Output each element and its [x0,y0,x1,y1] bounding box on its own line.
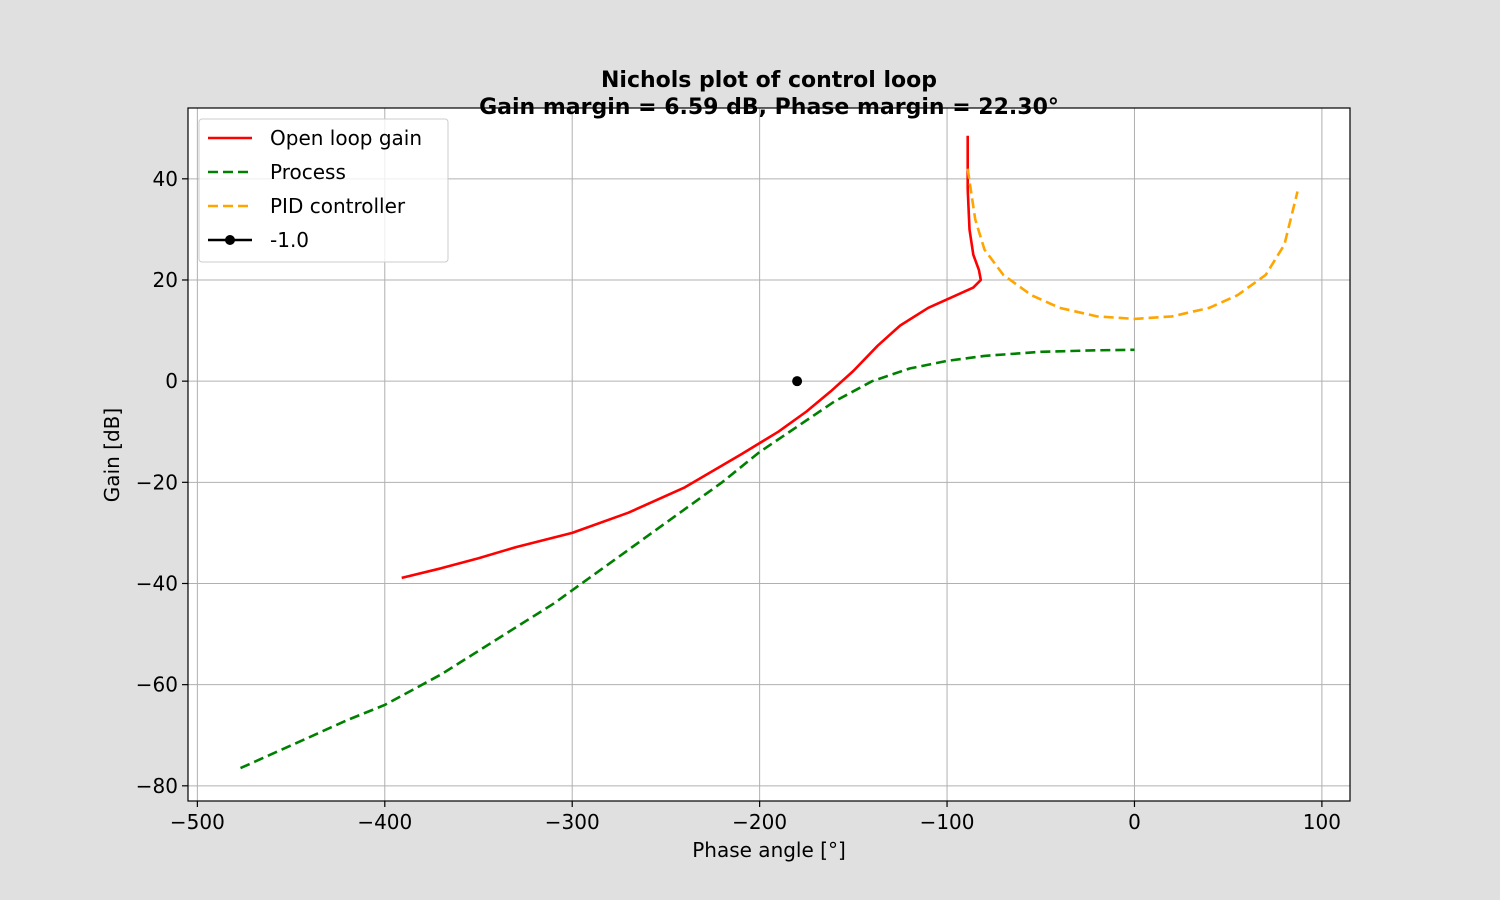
y-tick-label: −20 [136,470,178,494]
series-layer [239,135,1299,770]
y-tick-label: −80 [136,774,178,798]
legend-box [198,118,449,263]
ticks: −500 −400 −300 −200 −100 0 100−80−60−40−200204… [136,167,1341,834]
x-tick-label: −500 [170,810,225,834]
y-tick-label: 20 [153,268,178,292]
x-tick-label: −100 [920,810,975,834]
grid [188,108,1350,801]
legend: Open loop gain Process PID controller -1.0 [198,118,449,263]
x-tick-label: −200 [732,810,787,834]
y-tick-label: −60 [136,673,178,697]
series-line-pid-controller [966,168,1299,321]
legend-marker [225,235,235,245]
x-tick-label: −300 [545,810,600,834]
x-tick-label: −400 [357,810,412,834]
legend-label: Process [270,160,346,184]
y-axis-label: Gain [dB] [100,408,124,502]
legend-label: PID controller [270,194,406,218]
y-tick-label: 40 [153,167,178,191]
series-line-open-loop-gain [401,135,983,580]
plot-frame [187,107,1351,802]
chart-title: Nichols plot of control loop [601,68,937,93]
legend-label: -1.0 [270,228,309,252]
y-tick-label: −40 [136,571,178,595]
y-tick-label: 0 [165,369,178,393]
x-tick-label: 0 [1128,810,1141,834]
legend-label: Open loop gain [270,126,422,150]
chart-subtitle: Gain margin = 6.59 dB, Phase margin = 22… [479,95,1059,120]
series-point-minus-one [792,376,803,387]
x-tick-label: 100 [1303,810,1341,834]
x-axis-label: Phase angle [°] [692,838,846,862]
series-line-process [239,348,1135,770]
